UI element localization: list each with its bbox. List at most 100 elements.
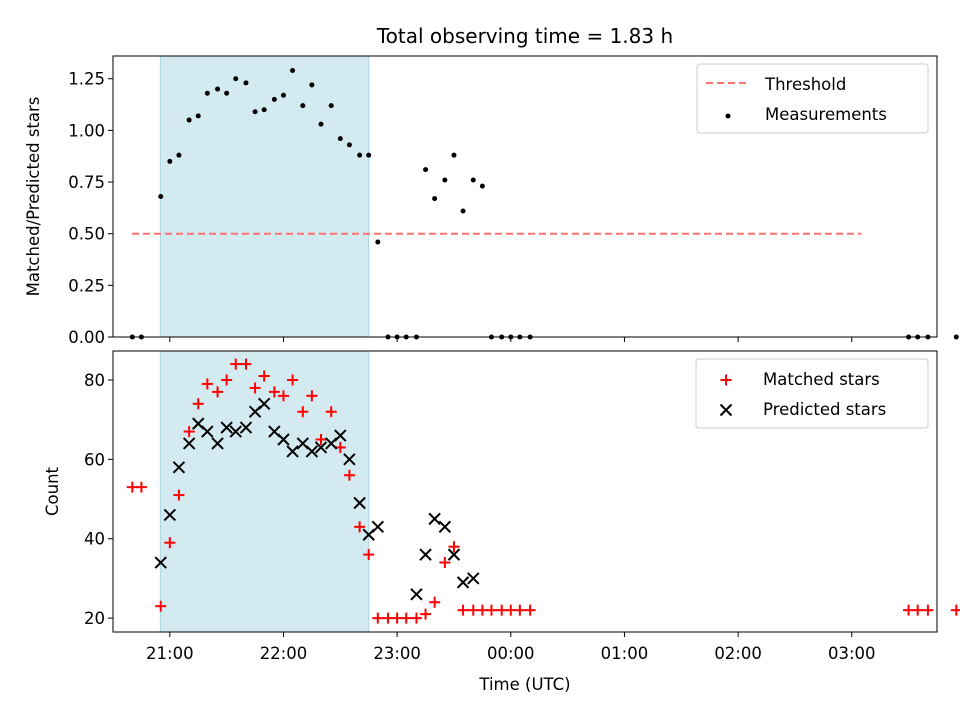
predicted-star-point [456, 576, 470, 589]
y-tick-label: 0.50 [68, 225, 105, 244]
matched-star-point [192, 398, 204, 410]
measurement-point [470, 177, 476, 183]
predicted-star-point [419, 548, 432, 561]
measurement-point [375, 239, 381, 245]
predicted-star-point [211, 437, 224, 450]
y-tick-label: 0.00 [68, 328, 105, 347]
predicted-star-point [428, 512, 441, 526]
predicted-star-point [154, 556, 167, 569]
predicted-star-point [314, 441, 328, 454]
matched-star-point [448, 541, 460, 553]
predicted-star-point [334, 429, 347, 442]
matched-star-point [297, 406, 309, 418]
top-y-axis-label: Matched/Predicted stars [24, 97, 43, 297]
predicted-star-point [239, 421, 253, 434]
matched-star-point [410, 612, 422, 624]
y-tick-label: 1.00 [68, 121, 105, 140]
measurement-point [337, 136, 343, 142]
measurement-point [158, 194, 164, 199]
measurement-point [204, 90, 210, 96]
measurement-point [432, 196, 438, 202]
measurement-point [423, 167, 429, 173]
measurement-point [224, 90, 230, 96]
x-tick-label: 00:00 [487, 644, 535, 663]
legend-predicted-label: Predicted stars [763, 400, 886, 419]
matched-star-point [457, 604, 469, 616]
x-tick-label: 23:00 [373, 644, 421, 663]
matched-star-point [950, 604, 960, 616]
matched-star-point [258, 370, 270, 382]
matched-star-point [277, 390, 289, 402]
measurement-point [300, 103, 306, 109]
measurement-point [176, 152, 182, 158]
observing-window-shade [159, 55, 370, 338]
legend-predicted-marker [719, 403, 733, 417]
bottom-x-ticks: 21:00 22:00 23:00 00:00 01:00 02:00 03:00 [146, 632, 876, 663]
matched-star-point [249, 382, 261, 394]
top-x-ticks [169, 337, 853, 342]
x-tick-label: 03:00 [828, 644, 876, 663]
measurement-point [328, 103, 334, 109]
matched-star-point [485, 604, 497, 616]
bottom-legend: Matched stars Predicted stars [695, 358, 929, 429]
matched-star-point [173, 489, 185, 501]
matched-star-point [354, 521, 366, 533]
measurement-point [442, 177, 448, 183]
predicted-star-point [229, 425, 242, 438]
x-tick-label: 22:00 [260, 644, 308, 663]
matched-star-point [315, 434, 327, 446]
matched-star-point [221, 374, 233, 386]
x-tick-label: 02:00 [714, 644, 762, 663]
measurement-point [460, 208, 466, 214]
predicted-star-point [172, 461, 186, 474]
measurement-point [215, 86, 221, 92]
y-tick-label: 20 [84, 609, 105, 628]
matched-star-point [429, 596, 441, 608]
bottom-axes-frame [112, 350, 938, 633]
observing-window-shade-bottom [159, 350, 370, 633]
measurement-point [186, 117, 192, 123]
measurement-point [233, 76, 239, 82]
top-y-ticks: 0.00 0.25 0.50 0.75 1.00 1.25 [68, 70, 113, 347]
matched-star-point [201, 378, 213, 390]
legend-matched-swatch [720, 374, 732, 386]
measurement-point [271, 96, 277, 102]
predicted-star-point [277, 433, 290, 446]
matched-stars-points [126, 358, 960, 624]
matched-star-point [230, 358, 242, 370]
measurement-point [451, 152, 457, 158]
legend-predicted-swatch [719, 403, 733, 417]
chart-title: Total observing time = 1.83 h [376, 24, 673, 48]
top-axes-frame [112, 55, 938, 338]
matched-star-point [268, 386, 280, 398]
measurement-point [309, 82, 315, 88]
y-tick-label: 1.25 [68, 70, 105, 89]
x-tick-label: 21:00 [146, 644, 194, 663]
x-axis-label: Time (UTC) [478, 675, 570, 694]
matched-star-point [363, 549, 375, 561]
legend-matched-label: Matched stars [763, 370, 880, 389]
measurement-point [953, 334, 959, 340]
y-tick-label: 60 [84, 450, 105, 469]
legend-threshold-label: Threshold [764, 75, 846, 94]
matched-star-point [524, 604, 536, 616]
predicted-star-point [371, 520, 385, 534]
matched-star-point [514, 604, 526, 616]
matched-star-point [135, 481, 147, 493]
matched-star-point [306, 390, 318, 402]
matched-star-point [183, 426, 195, 438]
measurement-point [243, 80, 249, 86]
matched-star-point [164, 537, 176, 549]
count-panel: 20 40 60 80 21:00 22:00 23:00 00:00 01:00 02:00 0… [43, 350, 960, 694]
predicted-star-point [286, 445, 299, 458]
matched-star-point [439, 557, 451, 569]
predicted-star-point [163, 508, 177, 522]
bottom-y-ticks: 20 40 60 80 [84, 371, 113, 628]
measurement-point [261, 107, 267, 113]
y-tick-label: 0.25 [68, 276, 105, 295]
measurement-point [280, 92, 286, 98]
y-tick-label: 80 [84, 371, 105, 390]
y-tick-label: 40 [84, 530, 105, 549]
measurement-point [318, 121, 324, 127]
